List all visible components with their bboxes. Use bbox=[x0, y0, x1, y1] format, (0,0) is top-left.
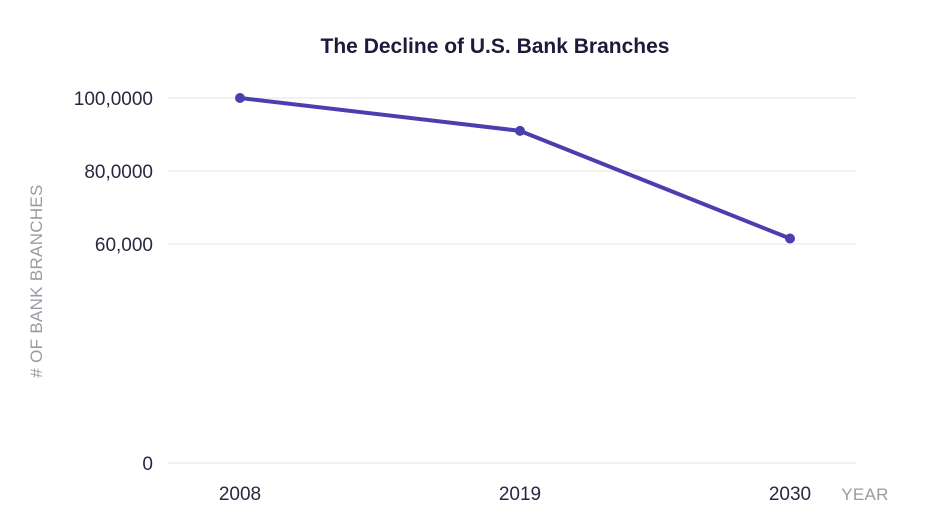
chart-title: The Decline of U.S. Bank Branches bbox=[321, 35, 670, 58]
x-tick-label: 2019 bbox=[499, 484, 541, 505]
x-axis-ticks: 2008 2019 2030 bbox=[219, 484, 811, 505]
y-tick-label: 60,000 bbox=[95, 235, 153, 256]
series-line bbox=[238, 96, 792, 241]
x-tick-label: 2008 bbox=[219, 484, 261, 505]
data-point bbox=[515, 125, 525, 136]
gridlines bbox=[168, 97, 856, 464]
y-tick-label: 80,0000 bbox=[84, 162, 153, 183]
x-axis-label: YEAR bbox=[841, 485, 889, 504]
y-axis-label: # OF BANK BRANCHES bbox=[27, 184, 46, 377]
data-point bbox=[235, 93, 245, 103]
x-tick-label: 2030 bbox=[769, 484, 811, 505]
y-tick-label: 0 bbox=[142, 454, 153, 475]
y-axis-ticks: 0 60,000 80,0000 100,0000 bbox=[74, 89, 153, 475]
y-tick-label: 100,0000 bbox=[74, 89, 153, 110]
data-point bbox=[785, 233, 795, 244]
series-layer bbox=[235, 93, 795, 244]
